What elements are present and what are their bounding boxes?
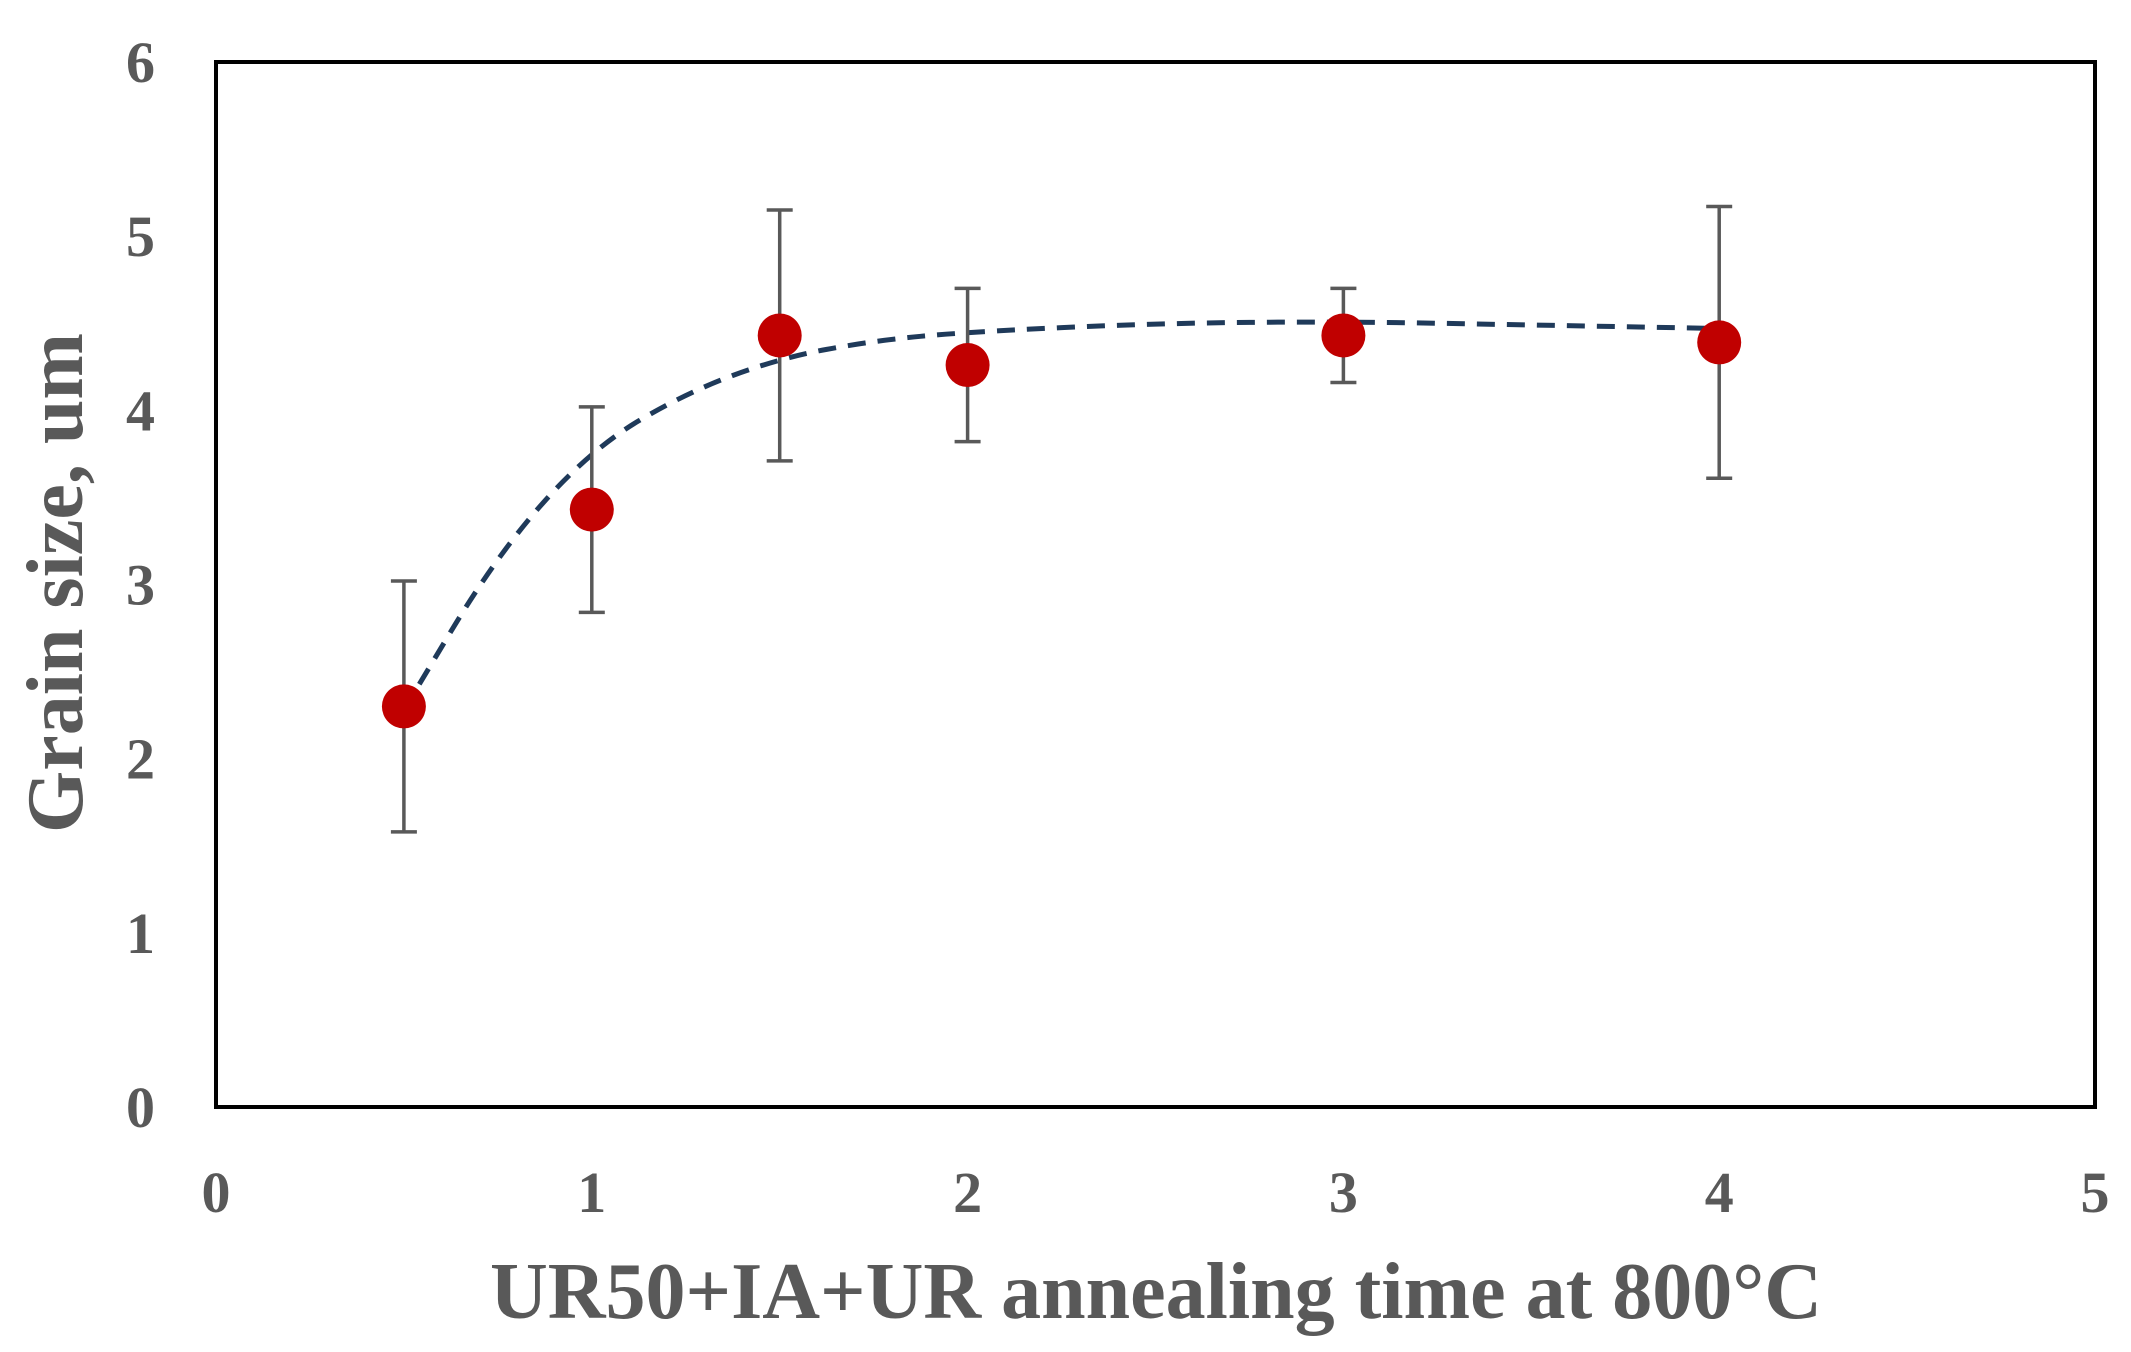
plot-frame [214, 60, 2097, 1109]
data-point [757, 313, 802, 358]
y-tick-label: 2 [126, 727, 155, 792]
data-point [381, 684, 426, 729]
y-axis-title: Grain size, um [12, 333, 100, 833]
data-point [569, 487, 614, 532]
y-tick-label: 1 [126, 901, 155, 966]
data-point [945, 343, 990, 388]
y-tick-label: 0 [126, 1075, 155, 1140]
x-tick-label: 1 [577, 1160, 606, 1225]
data-point [1321, 313, 1366, 358]
y-tick-label: 6 [126, 30, 155, 95]
x-tick-label: 0 [202, 1160, 231, 1225]
x-tick-label: 5 [2081, 1160, 2110, 1225]
x-tick-label: 3 [1329, 1160, 1358, 1225]
x-axis-title: UR50+IA+UR annealing time at 800°C [490, 1248, 1822, 1336]
y-tick-label: 4 [126, 378, 155, 443]
y-tick-label: 3 [126, 553, 155, 618]
y-tick-label: 5 [126, 204, 155, 269]
trendline [401, 319, 1720, 712]
x-tick-label: 2 [953, 1160, 982, 1225]
data-point [1697, 320, 1742, 365]
x-tick-label: 4 [1705, 1160, 1734, 1225]
